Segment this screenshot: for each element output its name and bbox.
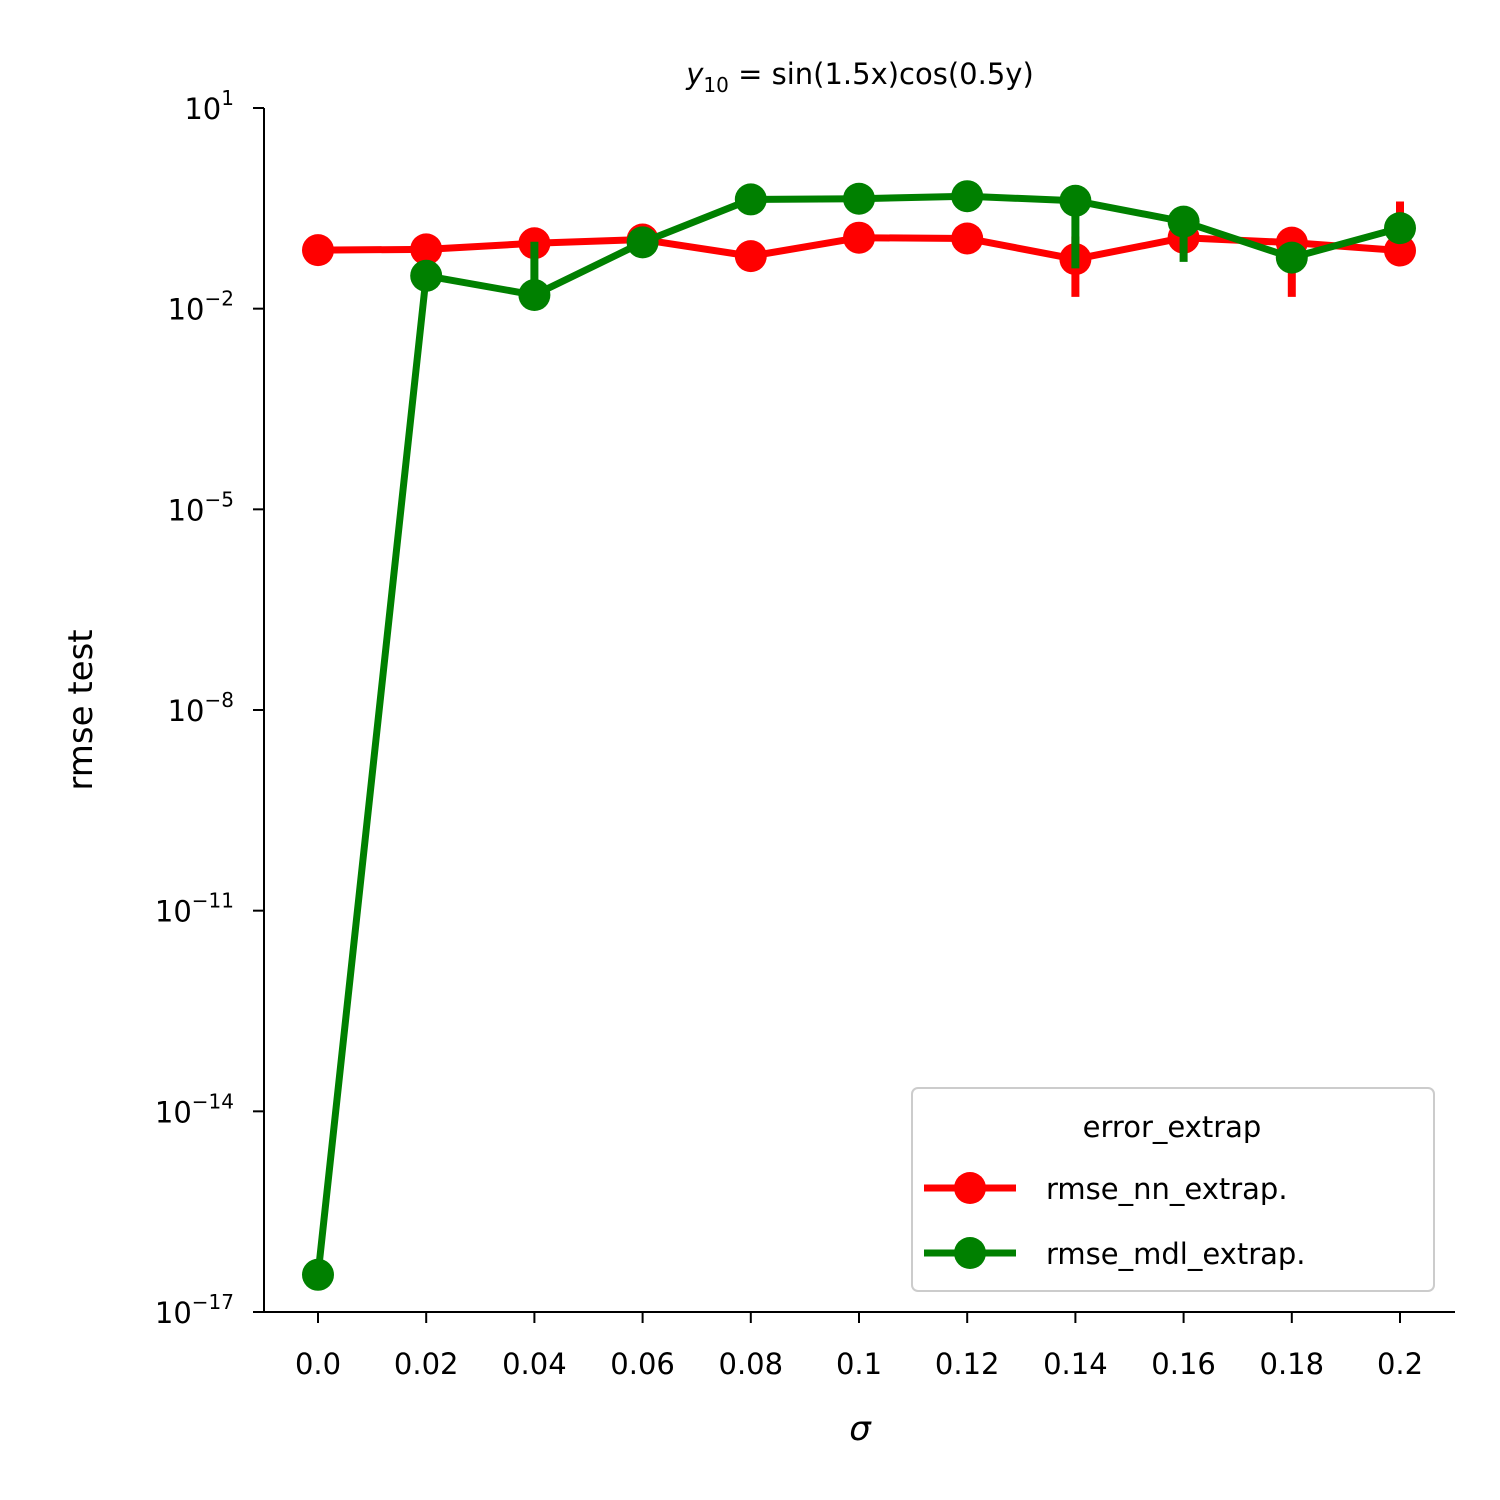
y-tick-exponent: −14 [192, 1089, 234, 1113]
legend-box [911, 1087, 1435, 1292]
legend-entry-nn: rmse_nn_extrap. [924, 1172, 1288, 1206]
y-tick-exponent: 1 [221, 86, 234, 110]
data-point [1275, 241, 1308, 274]
title-base: y [685, 57, 704, 91]
y-tick-label: 101 [184, 86, 234, 126]
y-tick-base: 10 [184, 92, 221, 126]
x-tick-label: 0.1 [836, 1347, 882, 1381]
x-tick-label: 0.0 [295, 1347, 341, 1381]
y-axis-title: rmse test [61, 629, 101, 790]
data-point [1059, 184, 1092, 217]
data-point [734, 183, 767, 216]
x-tick-label: 0.14 [1043, 1347, 1108, 1381]
x-tick-label: 0.04 [502, 1347, 567, 1381]
y-tick-base: 10 [155, 1296, 192, 1330]
data-point [1384, 212, 1416, 245]
y-tick-base: 10 [168, 293, 205, 327]
y-tick-label: 10−14 [155, 1089, 234, 1129]
y-tick-label: 10−17 [155, 1290, 234, 1330]
data-point [302, 234, 334, 267]
legend: error_extrap rmse_nn_extrap. rmse_mdl_ex… [911, 1087, 1435, 1292]
y-tick-exponent: −8 [205, 688, 234, 712]
series-1 [302, 180, 1416, 1291]
x-axis-title: σ [849, 1409, 872, 1449]
x-tick-label: 0.06 [610, 1347, 675, 1381]
x-tick-label: 0.12 [935, 1347, 1000, 1381]
data-point [951, 180, 984, 213]
data-point [1384, 234, 1416, 267]
title-subscript: 10 [703, 73, 728, 97]
y-tick-exponent: −5 [205, 487, 234, 511]
data-point [951, 222, 984, 255]
y-tick-label: 10−5 [168, 487, 234, 527]
legend-label: rmse_mdl_extrap. [1046, 1237, 1306, 1271]
legend-entry-mdl: rmse_mdl_extrap. [924, 1237, 1306, 1271]
y-tick-base: 10 [155, 1095, 192, 1129]
data-point [734, 240, 767, 273]
y-tick-exponent: −17 [192, 1290, 234, 1314]
x-tick-label: 0.16 [1151, 1347, 1216, 1381]
y-tick-base: 10 [155, 895, 192, 929]
y-tick-exponent: −2 [205, 287, 234, 311]
x-axis-ticks: 0.0 0.02 0.04 0.06 0.08 0.1 0.12 0.14 0.16 0.18 0.… [295, 1312, 1423, 1381]
data-point [1167, 205, 1200, 238]
y-tick-label: 10−2 [168, 287, 234, 327]
data-point [626, 226, 659, 259]
data-point [843, 182, 875, 215]
x-tick-label: 0.08 [719, 1347, 784, 1381]
data-point [843, 221, 875, 254]
legend-title: error_extrap [1083, 1110, 1262, 1144]
y-tick-base: 10 [168, 694, 205, 728]
x-tick-label: 0.18 [1260, 1347, 1325, 1381]
legend-swatch-marker [954, 1172, 986, 1204]
legend-label: rmse_nn_extrap. [1046, 1172, 1288, 1206]
x-tick-label: 0.02 [394, 1347, 459, 1381]
y-tick-label: 10−11 [155, 889, 234, 929]
data-point [410, 259, 443, 292]
y-tick-exponent: −11 [192, 889, 234, 913]
data-point [302, 1258, 334, 1291]
legend-swatch-marker [954, 1237, 986, 1269]
data-point [410, 233, 443, 266]
x-tick-label: 0.2 [1377, 1347, 1423, 1381]
plot-area [302, 180, 1416, 1291]
y-tick-label: 10−8 [168, 688, 234, 728]
y-tick-base: 10 [168, 493, 205, 527]
chart-title: y10 = sin(1.5x)cos(0.5y) [685, 57, 1034, 97]
title-rest: = sin(1.5x)cos(0.5y) [729, 57, 1034, 91]
data-point [518, 279, 551, 312]
